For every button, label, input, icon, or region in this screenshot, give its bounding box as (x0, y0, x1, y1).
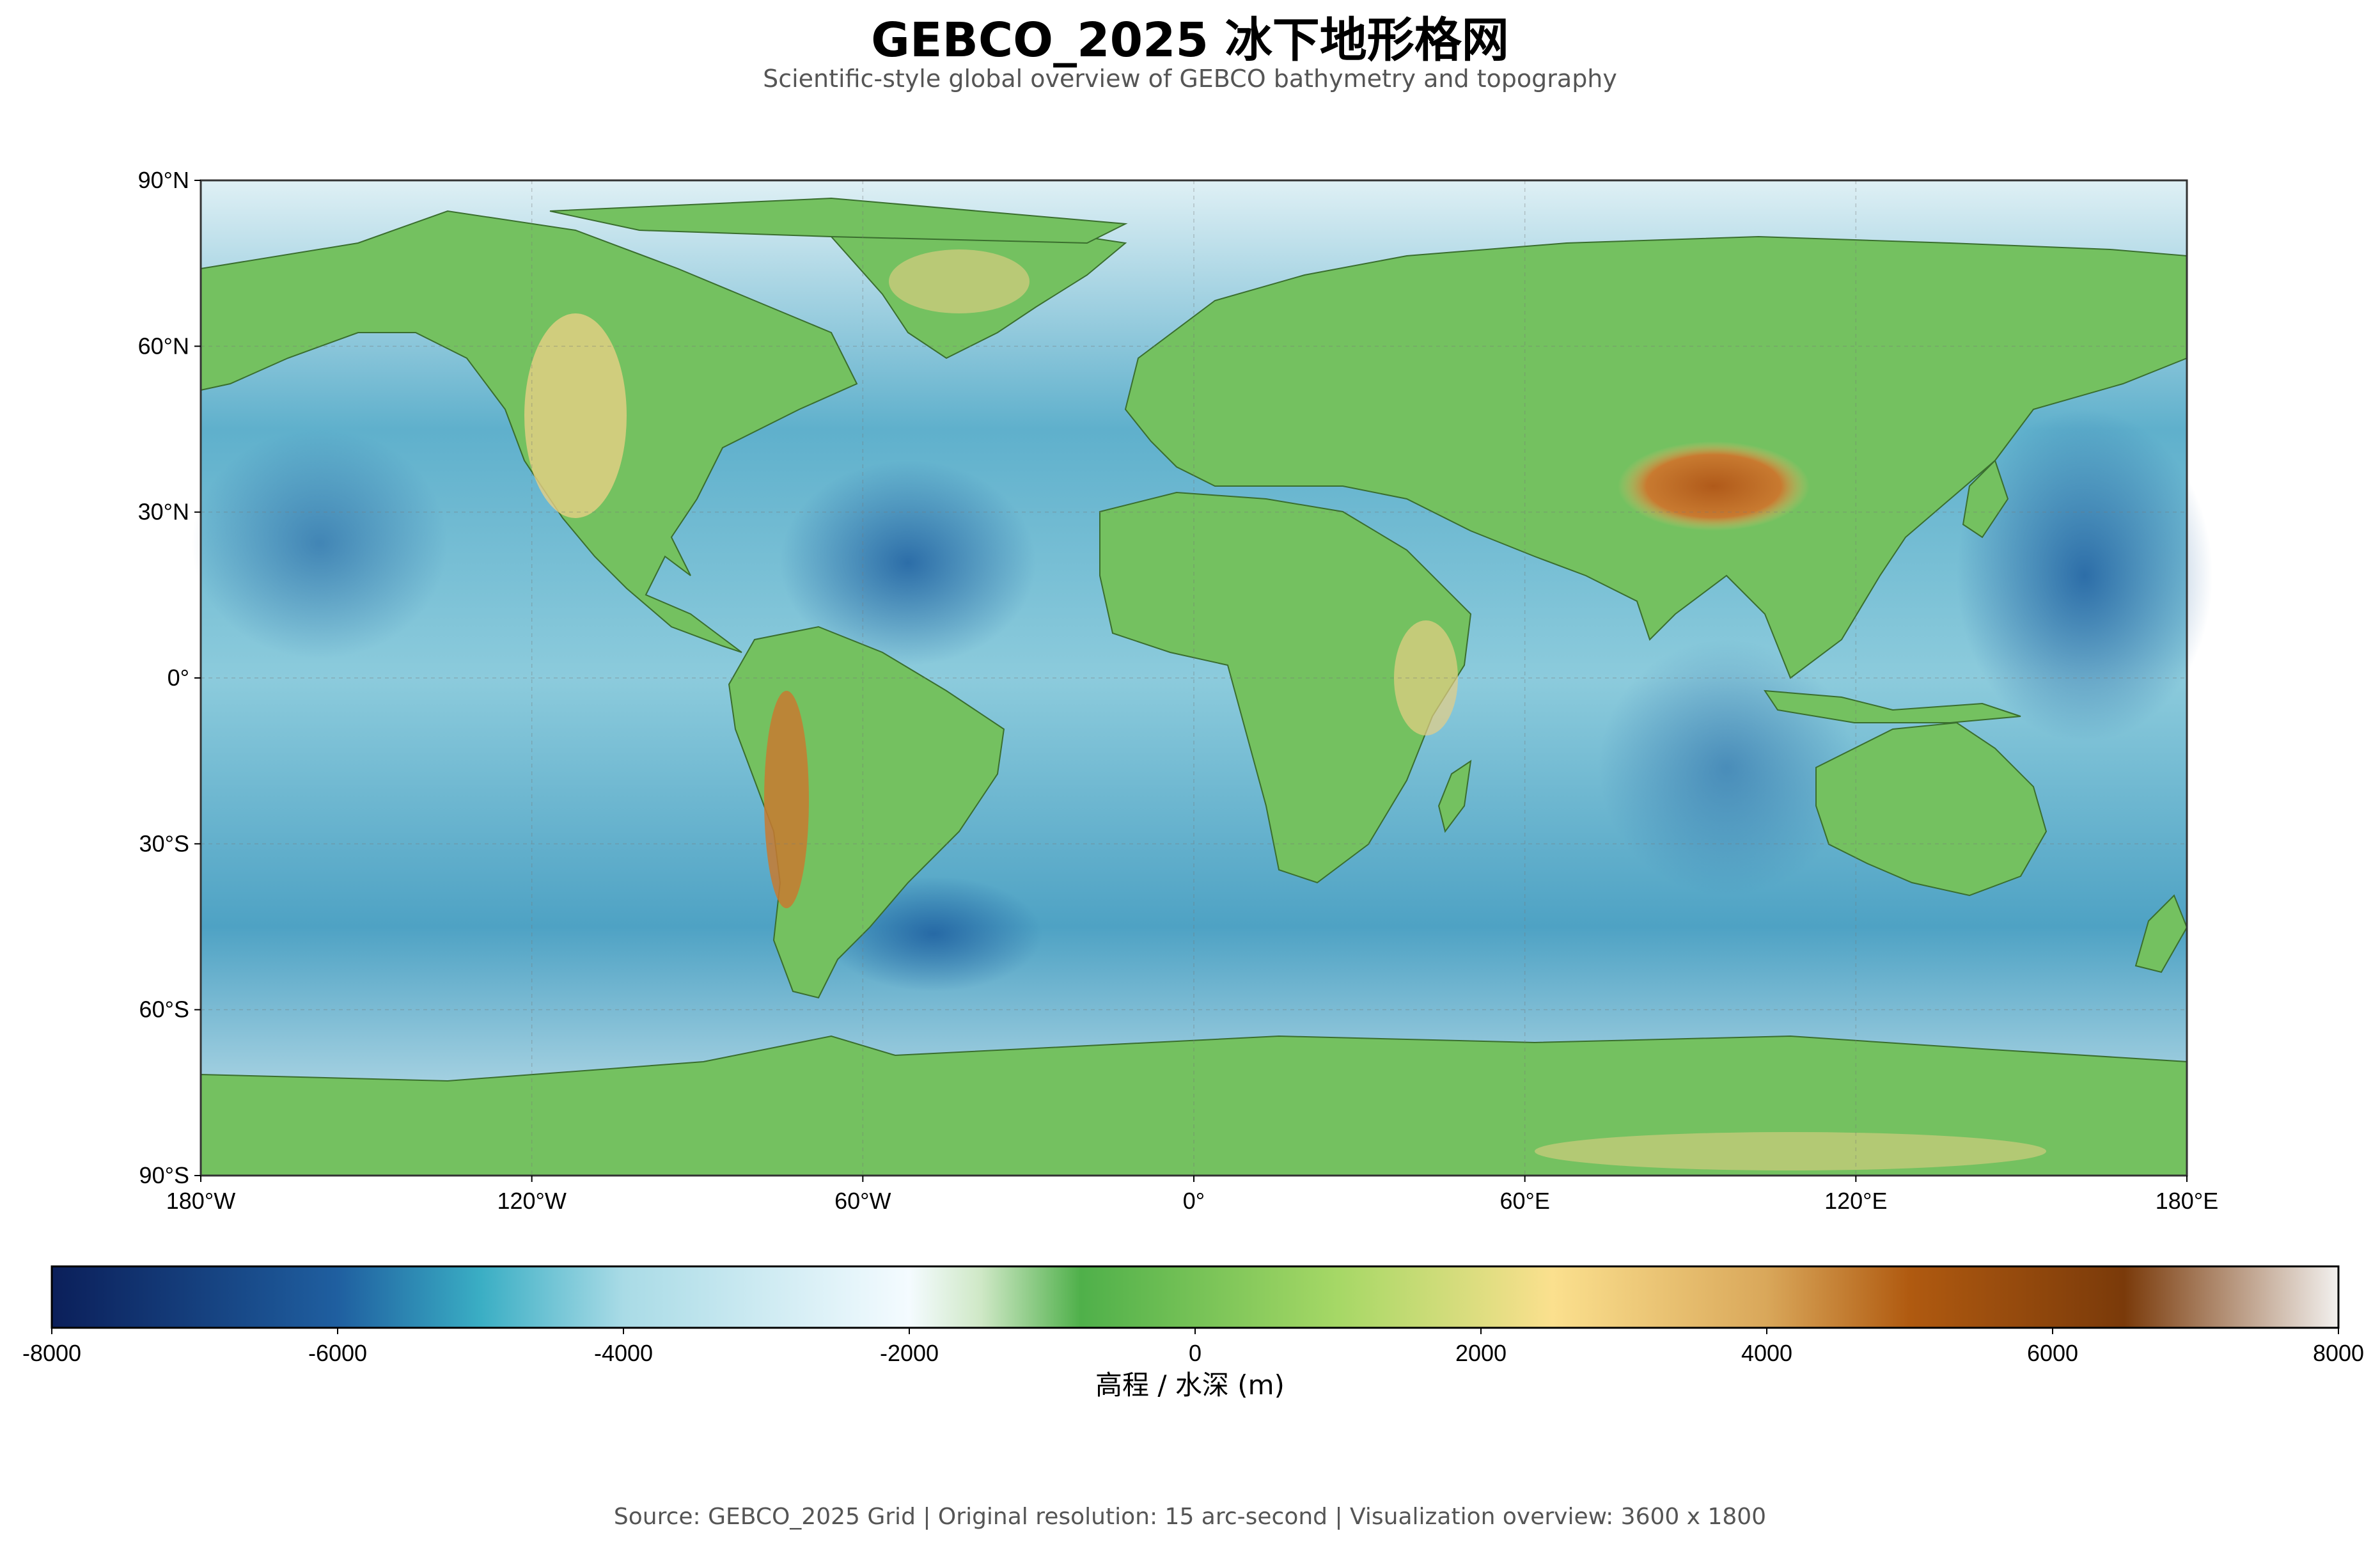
source-note: Source: GEBCO_2025 Grid | Original resol… (613, 1504, 1767, 1530)
colorbar-tick-label: 8000 (2313, 1340, 2364, 1366)
colorbar-tick-label: 4000 (1741, 1340, 1792, 1366)
north-atlantic-deep (780, 461, 1036, 665)
colorbar-title: 高程 / 水深 (m) (1095, 1369, 1285, 1401)
lon-tick-label: 180°W (166, 1188, 235, 1214)
lat-tick-label: 30°N (138, 499, 189, 525)
colorbar (51, 1265, 2340, 1329)
colorbar-tick-label: -8000 (22, 1340, 81, 1366)
rockies-highlands (524, 313, 627, 518)
madagascar (1437, 759, 1472, 833)
colorbar-tick-label: -6000 (308, 1340, 367, 1366)
page-subtitle: Scientific-style global overview of GEBC… (763, 65, 1617, 93)
antarctic-plateau (1535, 1132, 2046, 1170)
japan (1962, 459, 2009, 539)
colorbar-tick-label: 6000 (2027, 1340, 2078, 1366)
lon-tick-label: 60°E (1499, 1188, 1549, 1214)
colorbar-tick-label: -2000 (880, 1340, 939, 1366)
colorbar-tick-label: 2000 (1455, 1340, 1507, 1366)
andes-highlands (764, 691, 809, 908)
lon-tick-label: 120°E (1824, 1188, 1887, 1214)
lon-tick-label: 0° (1183, 1188, 1205, 1214)
tibetan-plateau (1618, 441, 1810, 531)
colorbar-tick-label: 0 (1189, 1340, 1202, 1366)
colorbar-ticks: -8000 -6000 -4000 -2000 0 2000 4000 6000 8000 (22, 1328, 2364, 1366)
lon-tick-label: 120°W (497, 1188, 566, 1214)
elevation-highlights (524, 249, 2046, 1170)
greenland-ice (889, 249, 1030, 313)
lat-tick-label: 30°S (139, 830, 189, 856)
latitude-labels: 90°N 60°N 30°N 0° 30°S 60°S 90°S (138, 167, 201, 1188)
lon-tick-label: 60°W (834, 1188, 891, 1214)
west-pacific-deep (192, 429, 448, 659)
lat-tick-label: 90°N (138, 167, 189, 193)
indonesia (1764, 689, 2021, 723)
arctic-islands (549, 197, 1128, 244)
pacific-deep (1957, 409, 2212, 742)
new-zealand (2134, 894, 2188, 973)
colorbar-tick-label: -4000 (594, 1340, 653, 1366)
lon-tick-label: 180°E (2156, 1188, 2218, 1214)
lat-tick-label: 60°S (139, 996, 189, 1023)
africa (1099, 491, 1472, 884)
lat-tick-label: 90°S (139, 1162, 189, 1188)
longitude-labels: 180°W 120°W 60°W 0° 60°E 120°E 180°E (166, 1176, 2218, 1214)
page-title: GEBCO_2025 冰下地形格网 (871, 13, 1509, 68)
lat-tick-label: 0° (168, 665, 189, 691)
east-africa-highlands (1394, 620, 1458, 736)
lat-tick-label: 60°N (138, 333, 189, 359)
